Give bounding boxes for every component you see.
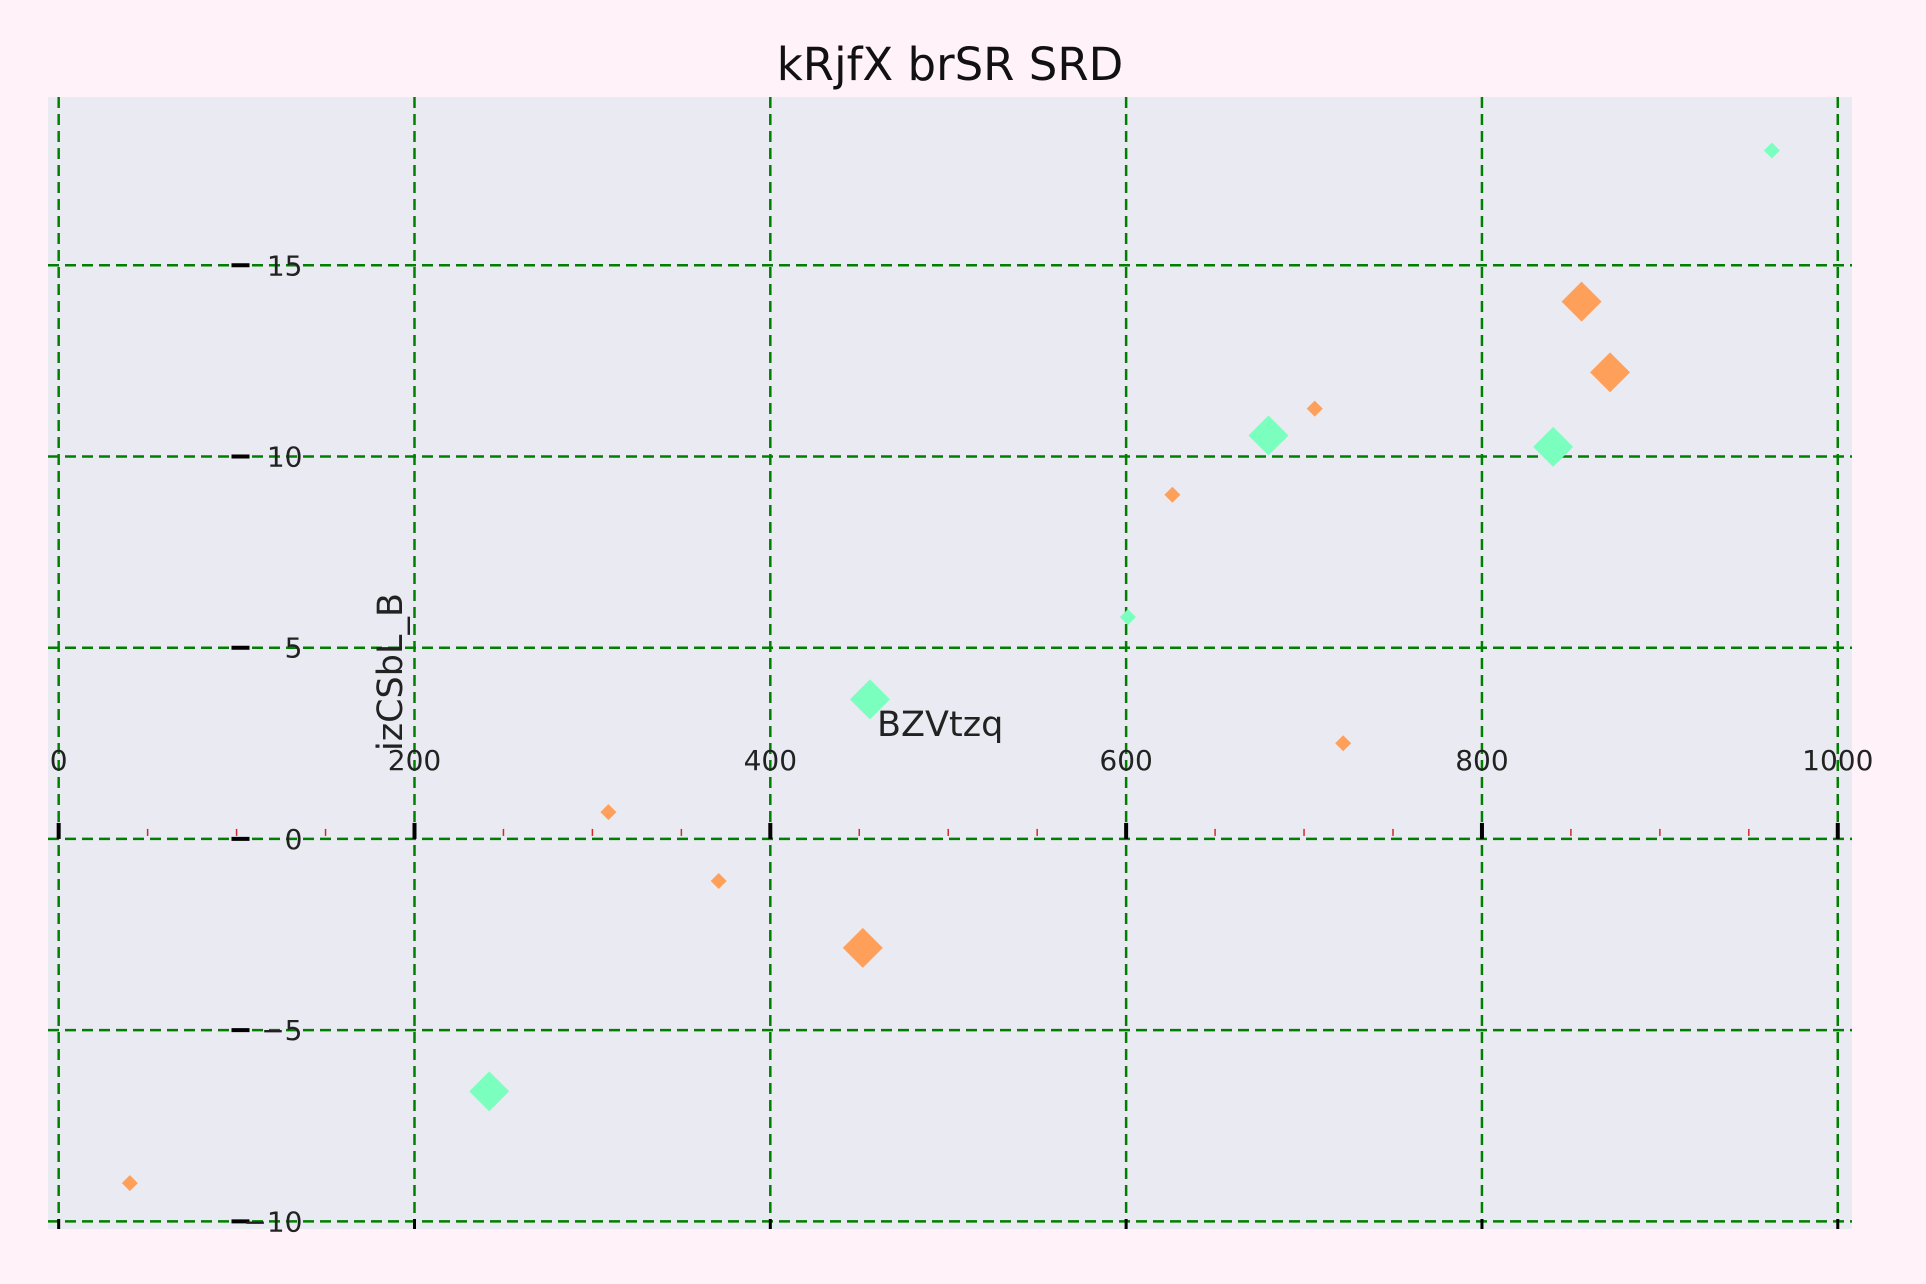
x-tick-label: 800 bbox=[1455, 744, 1508, 777]
scatter-point bbox=[842, 927, 883, 968]
scatter-point bbox=[710, 872, 727, 889]
scatter-point bbox=[1533, 426, 1574, 467]
ticks: 0 200 400 600 800 1000 −10 −5 0 5 10 15 bbox=[50, 249, 1874, 1238]
x-tick-label: 200 bbox=[388, 744, 441, 777]
plot-background bbox=[48, 97, 1852, 1229]
scatter-point bbox=[1590, 352, 1631, 393]
y-tick-label: −5 bbox=[261, 1014, 302, 1047]
scatter-point bbox=[600, 804, 617, 821]
scatter-point bbox=[1306, 400, 1323, 417]
data-points bbox=[121, 142, 1780, 1192]
grid bbox=[48, 97, 1852, 1229]
scatter-point bbox=[1763, 142, 1780, 159]
y-tick-label: 10 bbox=[267, 440, 303, 473]
scatter-point bbox=[1561, 281, 1602, 322]
y-tick-label: 0 bbox=[285, 823, 303, 856]
scatter-point bbox=[1164, 486, 1181, 503]
x-tick-label: 1000 bbox=[1802, 744, 1873, 777]
chart-title: kRjfX brSR SRD bbox=[777, 38, 1124, 91]
scatter-point bbox=[1119, 609, 1136, 626]
x-tick-label: 400 bbox=[744, 744, 797, 777]
y-tick-label: −10 bbox=[243, 1205, 302, 1238]
scatter-point bbox=[469, 1071, 510, 1112]
scatter-point bbox=[1248, 415, 1289, 456]
x-tick-label: 600 bbox=[1099, 744, 1152, 777]
scatter-point bbox=[121, 1175, 138, 1192]
y-axis-label: izCSbL_B bbox=[371, 593, 411, 751]
annotation-label: BZVtzq bbox=[877, 705, 1003, 745]
scatter-point bbox=[849, 679, 890, 720]
annotations: BZVtzq bbox=[877, 705, 1003, 745]
y-tick-label: 15 bbox=[267, 249, 303, 282]
y-tick-label: 5 bbox=[285, 632, 303, 665]
x-tick-label: 0 bbox=[50, 744, 68, 777]
scatter-point bbox=[1335, 735, 1352, 752]
